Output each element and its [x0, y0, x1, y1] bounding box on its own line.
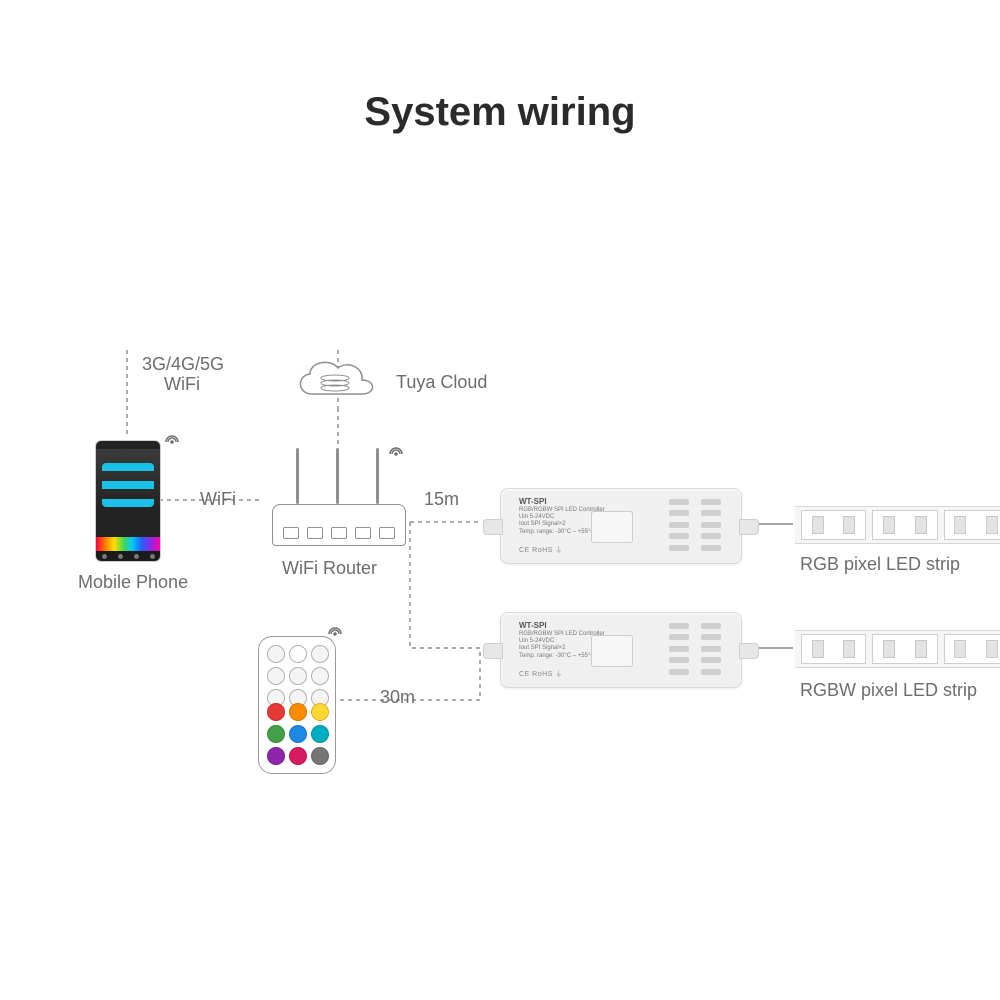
wifi-icon — [386, 438, 406, 458]
wifi-mid-label: WiFi — [200, 489, 236, 510]
controller-marks: CE RoHS ⏚ — [519, 545, 563, 555]
controller-chip — [591, 511, 633, 543]
controller-model: WT-SPI — [519, 621, 547, 630]
distance-15m-label: 15m — [424, 489, 459, 510]
tuya-cloud-label: Tuya Cloud — [396, 372, 487, 393]
led-controller: WT-SPI RGB/RGBW SPI LED Controller Uin 5… — [500, 488, 742, 564]
distance-30m-label: 30m — [380, 687, 415, 708]
controller-pins — [669, 623, 729, 677]
controller-model: WT-SPI — [519, 497, 547, 506]
rgb-led-strip — [795, 506, 1000, 544]
mobile-phone-label: Mobile Phone — [78, 572, 188, 593]
controller-pins — [669, 499, 729, 553]
wifi-router-icon — [272, 504, 406, 546]
controller-marks: CE RoHS ⏚ — [519, 669, 563, 679]
tuya-cloud-icon — [290, 350, 380, 406]
rgb-strip-label: RGB pixel LED strip — [800, 554, 960, 575]
wifi-icon — [325, 618, 345, 638]
wifi-router-label: WiFi Router — [282, 558, 377, 579]
controller-chip — [591, 635, 633, 667]
mobile-phone-icon — [95, 440, 161, 562]
led-controller: WT-SPI RGB/RGBW SPI LED Controller Uin 5… — [500, 612, 742, 688]
wifi-icon — [162, 426, 182, 446]
router-antenna — [336, 448, 339, 504]
rf-remote-icon — [258, 636, 336, 774]
router-antenna — [296, 448, 299, 504]
router-antenna — [376, 448, 379, 504]
rgbw-led-strip — [795, 630, 1000, 668]
wifi-top-label: WiFi — [164, 374, 200, 395]
rgbw-strip-label: RGBW pixel LED strip — [800, 680, 977, 701]
cellular-label: 3G/4G/5G — [142, 354, 224, 375]
